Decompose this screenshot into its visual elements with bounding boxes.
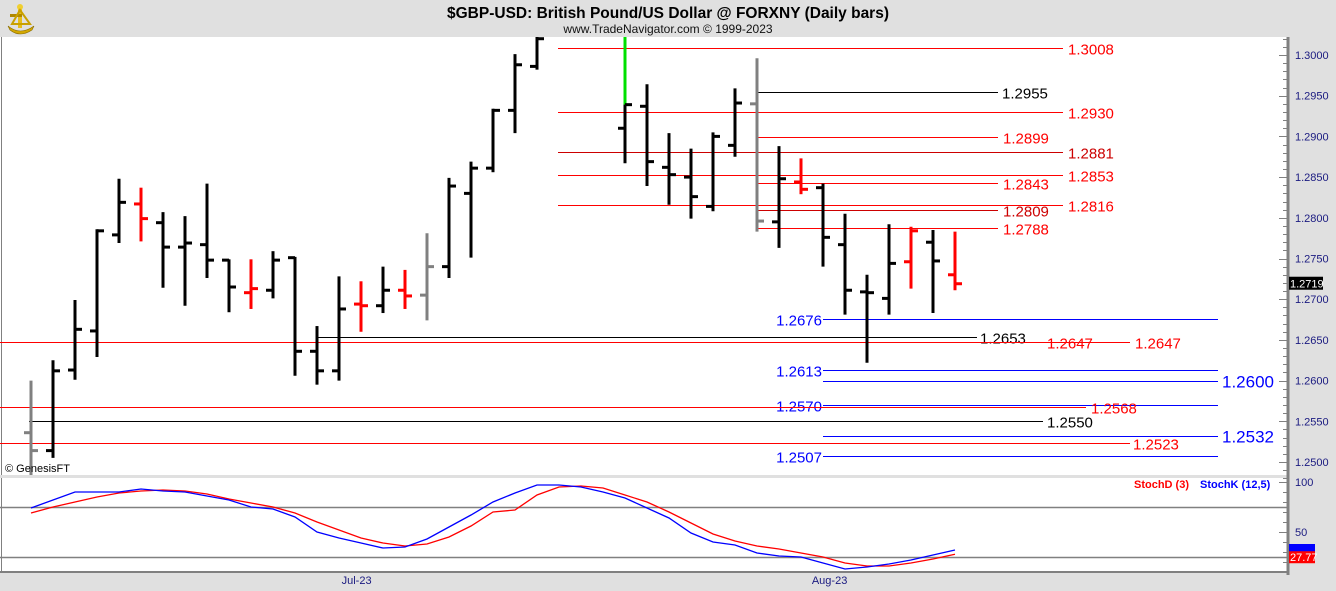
level-label: 1.2816 xyxy=(1068,199,1114,216)
ohlc-bar xyxy=(310,326,324,385)
price-panel xyxy=(0,37,1288,475)
ohlc-bar xyxy=(376,266,390,314)
ohlc-bar xyxy=(244,259,258,309)
y-tick-label: 1.2750 xyxy=(1295,254,1329,266)
ohlc-bar xyxy=(750,58,764,232)
ohlc-bar xyxy=(640,84,654,187)
level-label: 1.2523 xyxy=(1133,437,1179,454)
stochd-value-label: 27.77 xyxy=(1290,552,1318,564)
level-label: 1.2853 xyxy=(1068,169,1114,186)
level-label: 1.2532 xyxy=(1222,428,1274,447)
ohlc-bar xyxy=(838,213,852,315)
last-price-label: 1.2719 xyxy=(1290,279,1324,291)
stochastic-lines xyxy=(0,484,1288,570)
ohlc-bar xyxy=(68,300,82,380)
ohlc-bar xyxy=(618,37,632,164)
ohlc-bar xyxy=(200,183,214,279)
ohlc-bar xyxy=(134,187,148,242)
ohlc-bar xyxy=(46,360,60,458)
y-tick-label: 1.2850 xyxy=(1295,172,1329,184)
stochk-line xyxy=(30,484,956,570)
level-label: 1.2676 xyxy=(776,313,822,330)
ohlc-bar xyxy=(156,212,170,288)
ohlc-bar xyxy=(948,231,962,291)
level-label: 1.2647 xyxy=(1047,336,1093,353)
copyright-label: © GenesisFT xyxy=(5,463,70,475)
ohlc-bar xyxy=(684,148,698,219)
ohlc-bar xyxy=(178,216,192,306)
ohlc-bar xyxy=(706,132,720,212)
legend-stochd: StochD (3) xyxy=(1134,479,1189,491)
ohlc-bar xyxy=(926,230,940,314)
chart-title: $GBP-USD: British Pound/US Dollar @ FORX… xyxy=(447,5,889,22)
ohlc-bar xyxy=(222,258,236,313)
y-tick-label: 1.2650 xyxy=(1295,335,1329,347)
y-tick-label: 1.2600 xyxy=(1295,376,1329,388)
x-tick-label: Jul-23 xyxy=(342,575,372,587)
ohlc-bar xyxy=(420,233,434,321)
stochastic-panel xyxy=(0,478,1288,572)
ohlc-bar xyxy=(332,276,346,381)
last-price-badge xyxy=(1289,276,1323,290)
ohlc-bar xyxy=(90,229,104,357)
legend-stochk: StochK (12,5) xyxy=(1200,479,1271,491)
level-label: 1.2653 xyxy=(980,331,1026,348)
ohlc-bar xyxy=(772,146,786,248)
ohlc-bar xyxy=(816,183,830,267)
level-label: 1.2600 xyxy=(1222,373,1274,392)
level-label: 1.2788 xyxy=(1003,222,1049,239)
stochd-line xyxy=(30,485,956,567)
level-label: 1.3008 xyxy=(1068,42,1114,59)
stochd-value-badge xyxy=(1289,551,1315,564)
x-tick-label: Aug-23 xyxy=(812,575,847,587)
ohlc-bar xyxy=(266,251,280,299)
level-label: 1.2843 xyxy=(1003,177,1049,194)
level-label: 1.2899 xyxy=(1003,131,1049,148)
level-label: 1.2809 xyxy=(1003,204,1049,221)
ohlc-bars xyxy=(24,37,962,475)
level-label: 1.2881 xyxy=(1068,146,1114,163)
ohlc-bar xyxy=(882,224,896,315)
level-label: 1.2507 xyxy=(776,450,822,467)
ohlc-bar xyxy=(662,133,676,205)
y-tick-label: 1.2550 xyxy=(1295,416,1329,428)
level-label: 1.2930 xyxy=(1068,106,1114,123)
ohlc-bar xyxy=(398,269,412,309)
ohlc-bar xyxy=(728,88,742,157)
ohlc-bar xyxy=(288,256,302,376)
y-tick-label: 1.2800 xyxy=(1295,213,1329,225)
y-axis-labels: 1.3000 1.2950 1.2900 1.2850 1.2800 1.2750 1.27… xyxy=(1279,39,1329,564)
ohlc-bar xyxy=(508,54,522,134)
y-tick-label: 1.2700 xyxy=(1295,294,1329,306)
ohlc-bar xyxy=(354,281,368,332)
y-tick-label: 1.3000 xyxy=(1295,50,1329,62)
stoch-tick-label: 100 xyxy=(1295,477,1313,489)
x-axis-labels: Jul-23 Aug-23 xyxy=(342,575,848,587)
chart-subtitle: www.TradeNavigator.com © 1999-2023 xyxy=(562,22,772,36)
level-label: 1.2613 xyxy=(776,364,822,381)
y-tick-label: 1.2900 xyxy=(1295,131,1329,143)
ohlc-bar xyxy=(112,178,126,244)
stoch-tick-label: 50 xyxy=(1295,527,1307,539)
ohlc-bar xyxy=(24,380,38,475)
ohlc-bar xyxy=(486,108,500,173)
ohlc-bar xyxy=(530,37,544,70)
y-tick-label: 1.2950 xyxy=(1295,91,1329,103)
ohlc-bar xyxy=(860,274,874,363)
ohlc-bar xyxy=(794,158,808,195)
ohlc-bar xyxy=(442,177,456,279)
y-tick-label: 1.2500 xyxy=(1295,457,1329,469)
ohlc-bar xyxy=(904,226,918,289)
level-label: 1.2955 xyxy=(1002,86,1048,103)
level-label: 1.2550 xyxy=(1047,415,1093,432)
level-label: 1.2568 xyxy=(1091,401,1137,418)
level-label: 1.2647 xyxy=(1135,336,1181,353)
gold-sextant-icon xyxy=(7,4,35,35)
ohlc-bar xyxy=(464,161,478,258)
